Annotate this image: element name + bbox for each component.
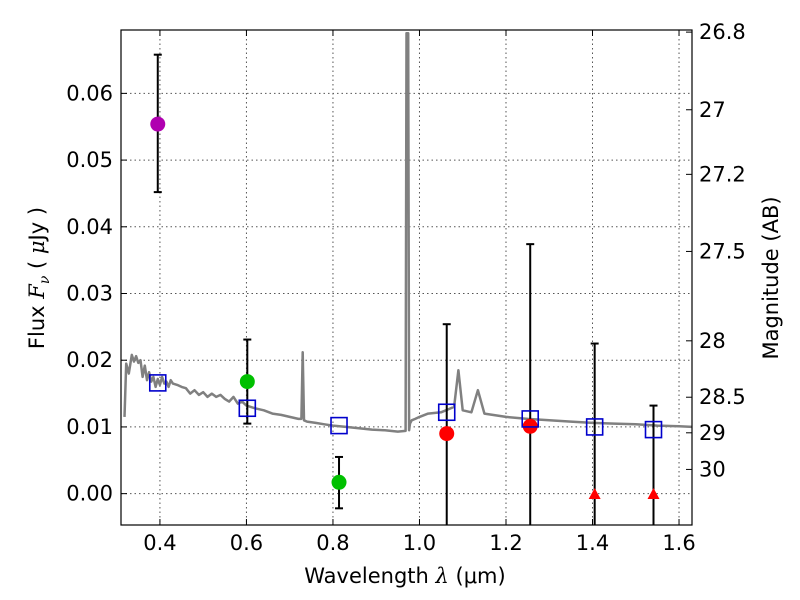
x-tick-label: 1.2 [489,531,522,555]
y-axis-label-left: Flux Fν ( μJy ) [25,207,53,349]
model-square [644,420,663,439]
mag-tick-label: 26.8 [699,20,746,44]
y-tick-label: 0.02 [66,348,113,372]
y-tick-label: 0.05 [66,148,113,172]
observed-point [439,426,455,442]
y-tick-label: 0.00 [66,482,113,506]
observed-point [331,474,347,490]
observed-triangle [588,487,601,499]
mag-tick-label: 28.5 [699,385,746,409]
grid [121,30,692,525]
observed-triangle [647,487,660,499]
observed-point [239,374,255,390]
x-tick-label: 1.4 [576,531,609,555]
model-square [437,403,456,422]
x-tick-label: 0.8 [316,531,349,555]
mag-tick-label: 27.5 [699,239,746,263]
mag-tick-label: 29 [699,421,726,445]
y-tick-label: 0.03 [66,282,113,306]
model-square [585,418,604,436]
model-square [238,399,257,418]
x-tick-label: 1.0 [403,531,436,555]
axis-ticks: 0.4 0.6 0.8 1.0 1.2 1.4 1.6 0.00 0.01 0.02 0.03 0.0… [66,20,746,555]
mag-tick-label: 30 [699,457,726,481]
y-axis-label-right: Magnitude (AB) [759,196,783,359]
template-spectrum-layer [123,32,693,433]
mag-tick-label: 28 [699,329,726,353]
template-spectrum-line [123,32,693,433]
model-square [521,410,540,428]
observed-point [150,116,166,132]
plot-frame [120,29,693,526]
x-axis-label: Wavelength λ (μm) [304,564,505,588]
observed-points [150,116,660,499]
model-square [330,416,348,435]
model-square [148,374,167,392]
mag-tick-label: 27.2 [699,162,746,186]
y-tick-label: 0.01 [66,415,113,439]
mag-tick-label: 27 [699,98,726,122]
x-tick-label: 0.6 [230,531,263,555]
y-tick-label: 0.06 [66,81,113,105]
y-tick-label: 0.04 [66,215,113,239]
x-tick-label: 1.6 [662,531,695,555]
x-tick-label: 0.4 [143,531,176,555]
model-points [148,374,663,439]
